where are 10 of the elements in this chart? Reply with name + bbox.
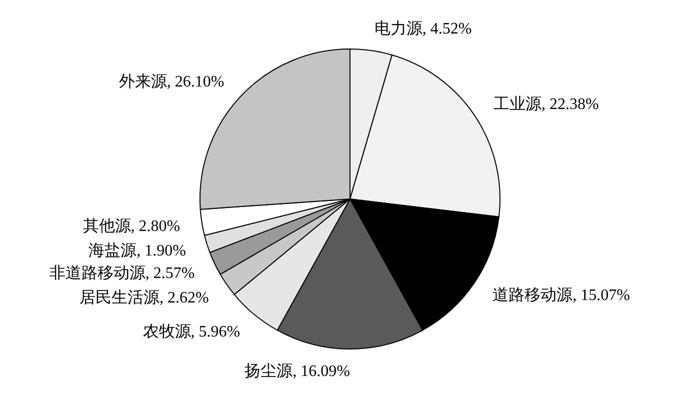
slice-label: 海盐源, 1.90% — [88, 242, 186, 260]
slice-label: 外来源, 26.10% — [118, 72, 224, 91]
slice-label: 居民生活源, 2.62% — [79, 288, 209, 306]
slice-label: 电力源, 4.52% — [374, 20, 472, 38]
slice-label: 非道路移动源, 2.57% — [49, 264, 195, 282]
slice-label: 道路移动源, 15.07% — [492, 287, 630, 304]
slice-label: 其他源, 2.80% — [82, 216, 180, 235]
slice-label: 农牧源, 5.96% — [142, 323, 240, 340]
slice-label: 扬尘源, 16.09% — [244, 362, 350, 380]
slice-label: 工业源, 22.38% — [494, 95, 599, 114]
